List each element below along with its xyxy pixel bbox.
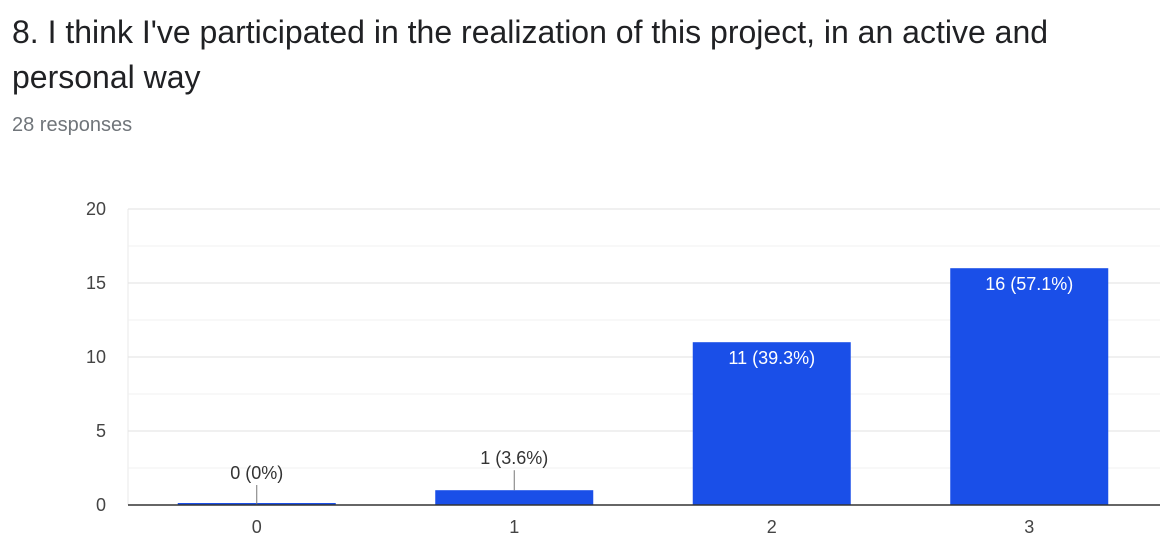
bar [435, 490, 594, 505]
data-labels: 0 (0%) 1 (3.6%) 11 (39.3%) 16 (57.1%) [230, 274, 1073, 505]
x-tick-label: 1 [509, 517, 519, 537]
y-tick-label: 0 [96, 495, 106, 515]
y-tick-label: 15 [86, 273, 106, 293]
bars [177, 268, 1109, 505]
response-count: 28 responses [12, 114, 133, 136]
y-axis-tick-labels: 0 5 10 15 20 [86, 199, 106, 515]
data-label: 0 (0%) [230, 463, 283, 483]
x-tick-label: 2 [767, 517, 777, 537]
y-tick-label: 10 [86, 347, 106, 367]
y-tick-label: 20 [86, 199, 106, 219]
data-label: 11 (39.3%) [728, 348, 815, 368]
bar [950, 268, 1109, 505]
x-tick-label: 3 [1024, 517, 1034, 537]
x-axis-tick-labels: 0 1 2 3 [128, 504, 1160, 537]
data-label: 16 (57.1%) [985, 274, 1073, 294]
question-title: 8. I think I've participated in the real… [12, 14, 1049, 95]
data-label: 1 (3.6%) [480, 448, 548, 468]
bar [692, 342, 851, 505]
x-tick-label: 0 [252, 517, 262, 537]
y-tick-label: 5 [96, 421, 106, 441]
